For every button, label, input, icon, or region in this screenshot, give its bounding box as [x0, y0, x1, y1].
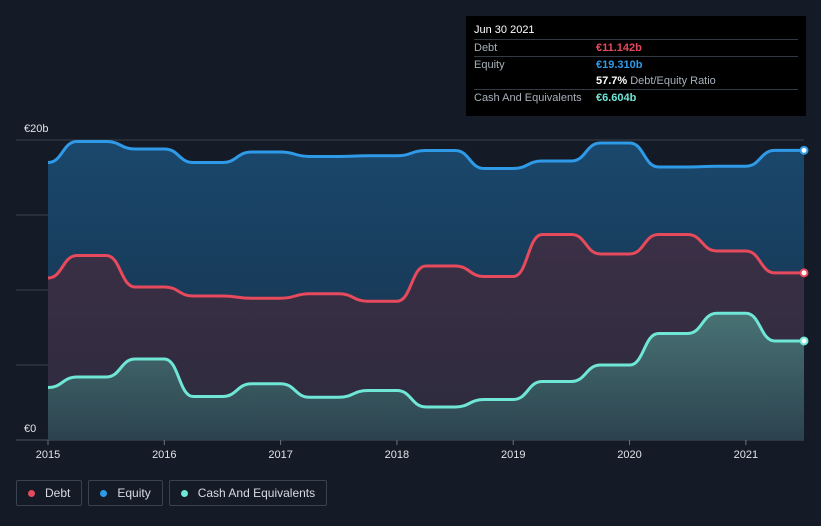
- legend-label-debt: Debt: [45, 486, 71, 500]
- tooltip-date: Jun 30 2021: [474, 24, 535, 36]
- equity-end-marker: [799, 145, 809, 155]
- tooltip-label-equity: Equity: [474, 59, 505, 71]
- axis-labels: €20b €0 2015 2016 2017 2018 2019 2020 2021: [24, 123, 758, 461]
- chart-legend: Debt Equity Cash And Equivalents: [16, 480, 328, 506]
- x-tick-label: 2021: [734, 449, 758, 461]
- legend-label-equity: Equity: [117, 486, 151, 500]
- x-tick-label: 2019: [501, 449, 525, 461]
- legend-swatch-equity: [100, 489, 108, 497]
- debt-end-marker: [799, 268, 809, 278]
- tooltip-row-ratio: 57.7% Debt/Equity Ratio: [474, 73, 798, 89]
- cash-line: [47, 311, 804, 409]
- tooltip-value-debt: €11.142b: [596, 42, 642, 54]
- tooltip-value-equity: €19.310b: [596, 59, 643, 71]
- tooltip-ratio-suffix: Debt/Equity Ratio: [630, 75, 716, 87]
- x-tick-label: 2016: [152, 449, 176, 461]
- series-areas: [48, 141, 804, 440]
- tooltip-value-ratio: 57.7%: [596, 75, 628, 87]
- series-lines: [47, 140, 804, 409]
- legend-item-equity[interactable]: Equity: [88, 480, 163, 506]
- cash-area: [48, 313, 804, 440]
- tooltip-row-cash: Cash And Equivalents €6.604b: [474, 89, 798, 106]
- x-tick-label: 2018: [385, 449, 409, 461]
- y-tick-label-max: €20b: [24, 123, 48, 135]
- x-tick-label: 2017: [268, 449, 292, 461]
- x-tick-label: 2020: [617, 449, 641, 461]
- legend-item-cash[interactable]: Cash And Equivalents: [168, 480, 328, 506]
- legend-swatch-debt: [28, 489, 35, 497]
- tooltip-label-debt: Debt: [474, 42, 498, 54]
- tooltip-value-cash: €6.604b: [596, 92, 637, 104]
- series-end-markers: [799, 145, 809, 346]
- tooltip-row-equity: Equity €19.310b: [474, 56, 798, 73]
- equity-line: [47, 140, 804, 171]
- tooltip-panel: Jun 30 2021 Debt €11.142b Equity €19.310…: [466, 16, 806, 116]
- y-tick-label-min: €0: [24, 423, 36, 435]
- legend-item-debt[interactable]: Debt: [16, 480, 83, 506]
- cash-end-marker: [799, 336, 809, 346]
- tooltip-label-ratio: [474, 73, 596, 89]
- tooltip-label-cash: Cash And Equivalents: [474, 92, 582, 104]
- tooltip-row-debt: Debt €11.142b: [474, 39, 798, 56]
- legend-swatch-cash: [180, 489, 188, 497]
- legend-label-cash: Cash And Equivalents: [197, 486, 316, 500]
- debt-line: [47, 233, 804, 303]
- x-tick-label: 2015: [36, 449, 60, 461]
